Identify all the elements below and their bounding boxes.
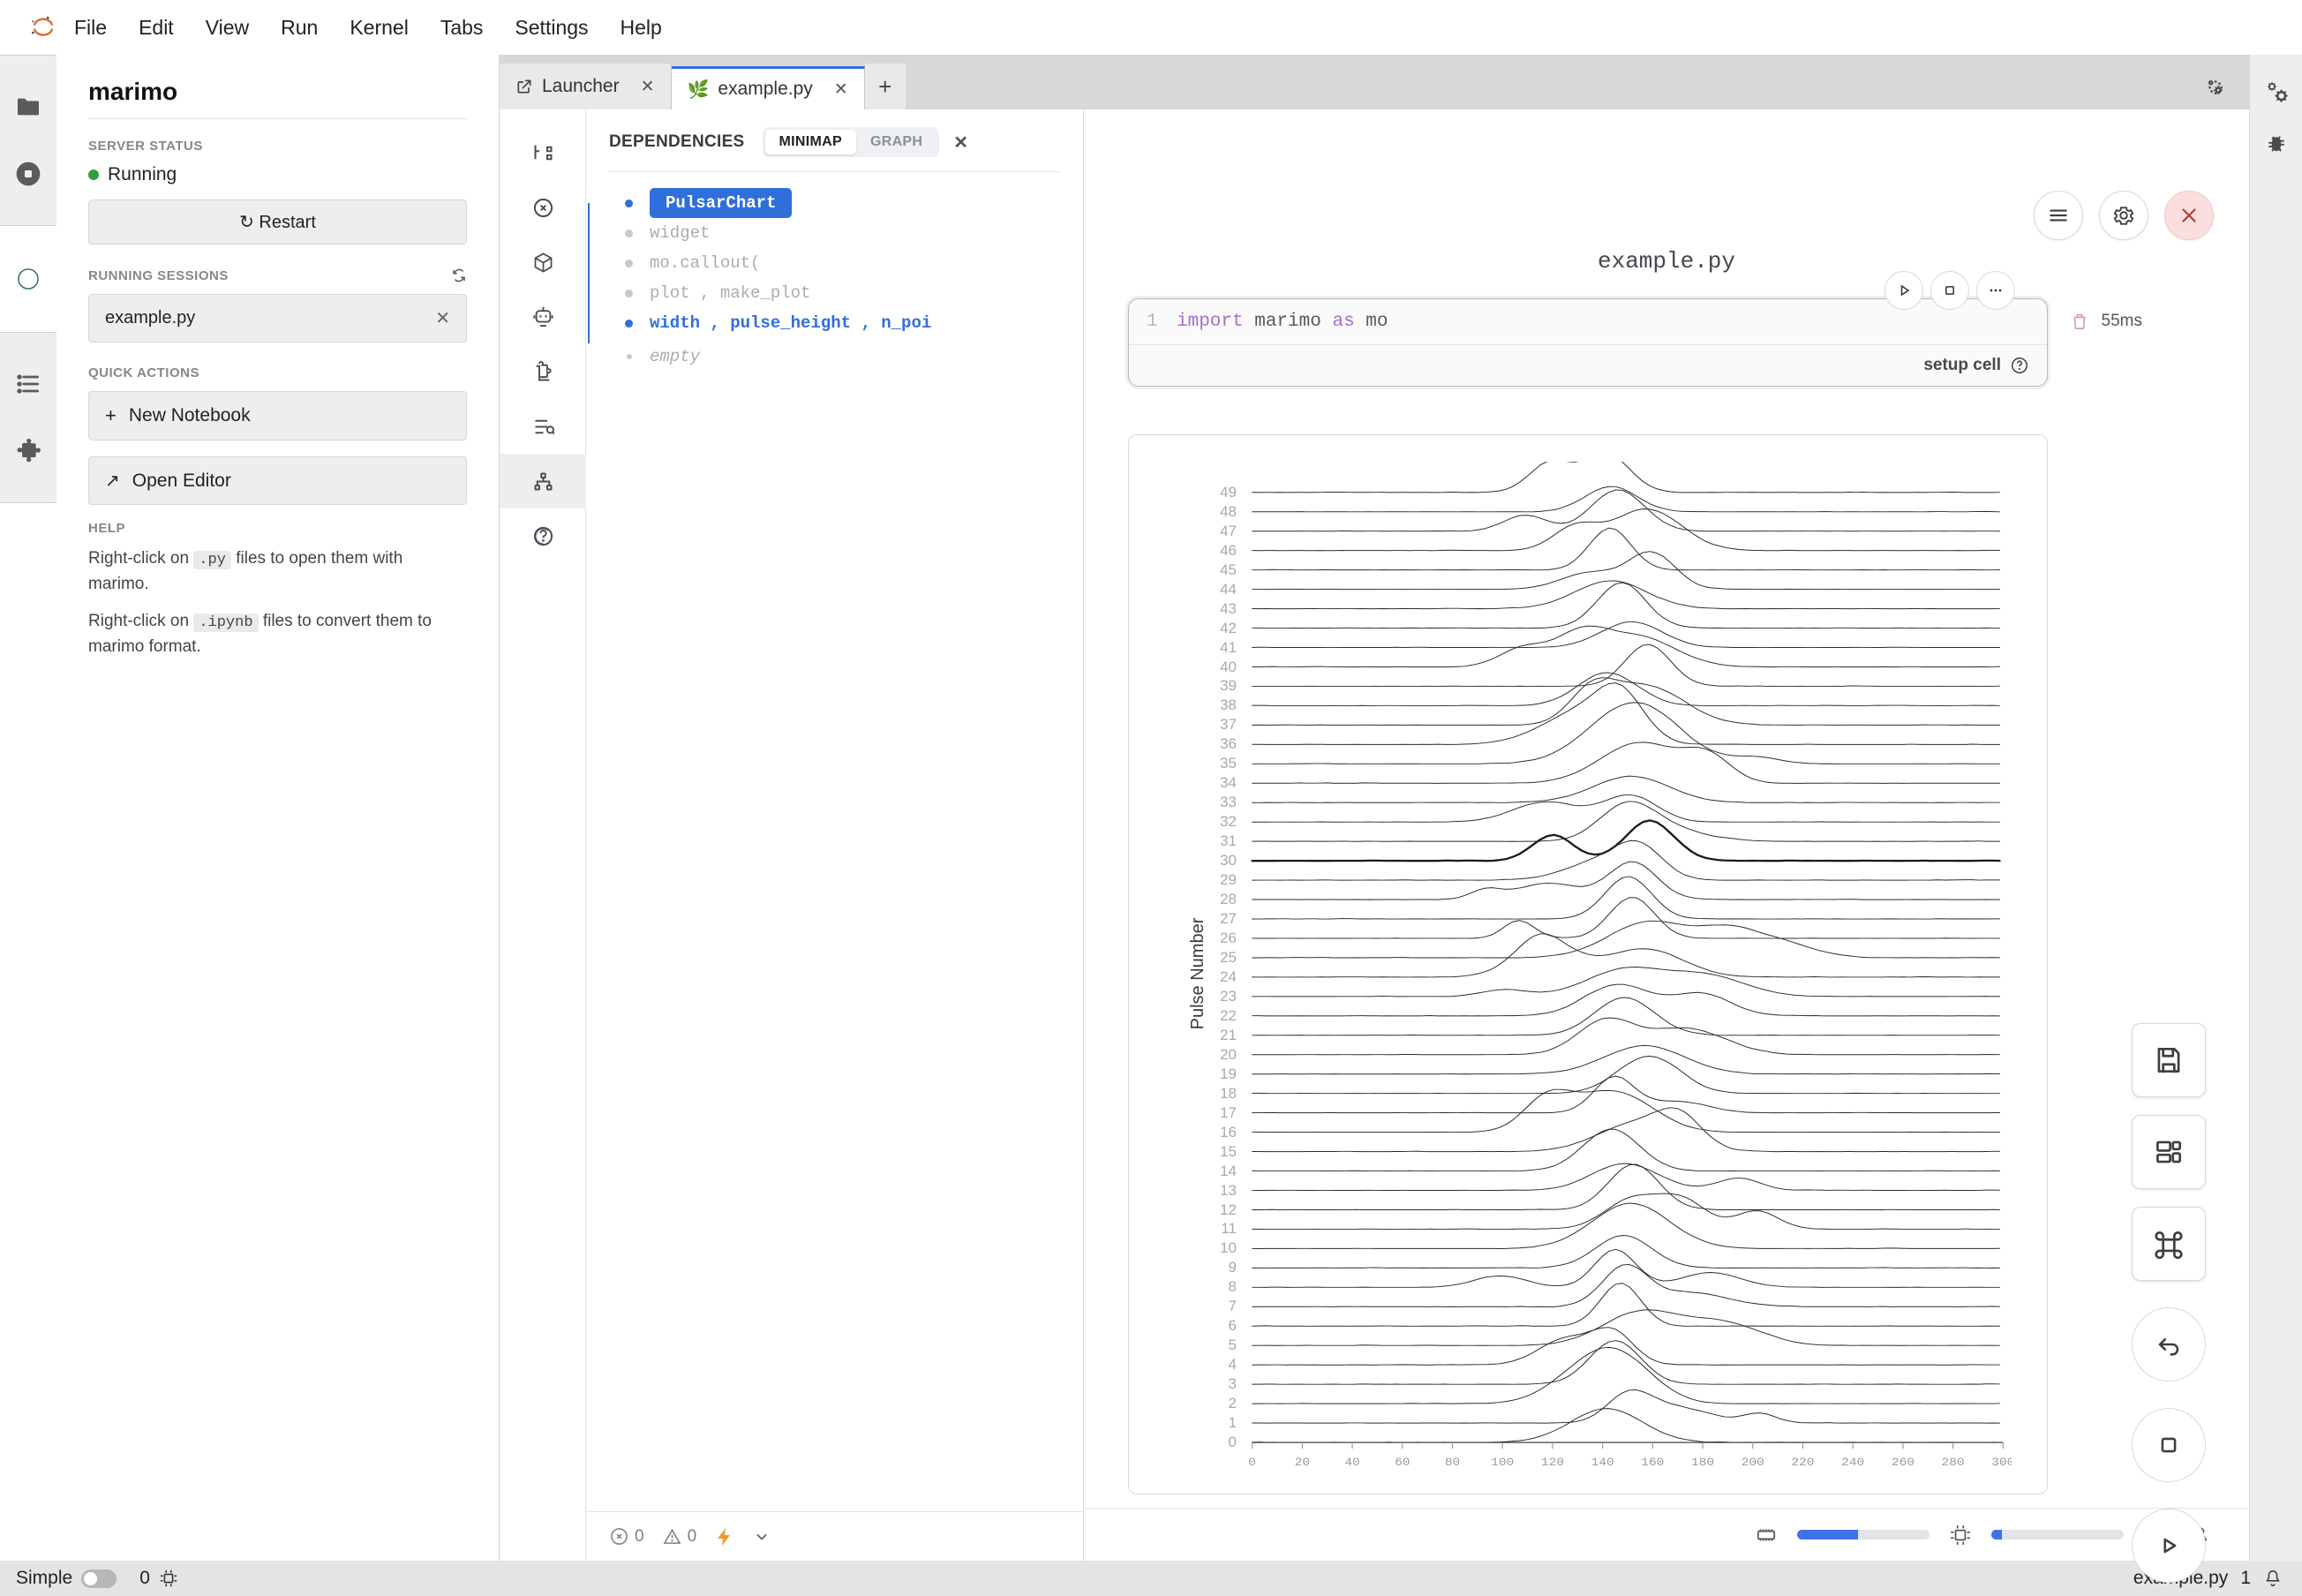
svg-text:260: 260 [1892, 1457, 1915, 1470]
svg-text:140: 140 [1591, 1457, 1614, 1470]
svg-text:20: 20 [1295, 1457, 1310, 1470]
svg-text:0: 0 [1248, 1457, 1256, 1470]
svg-text:240: 240 [1841, 1457, 1864, 1470]
svg-text:220: 220 [1791, 1457, 1814, 1470]
svg-text:280: 280 [1942, 1457, 1965, 1470]
svg-text:300: 300 [1991, 1457, 2012, 1470]
svg-text:180: 180 [1691, 1457, 1714, 1470]
svg-text:120: 120 [1541, 1457, 1564, 1470]
svg-text:60: 60 [1395, 1457, 1410, 1470]
svg-text:40: 40 [1344, 1457, 1359, 1470]
svg-text:100: 100 [1491, 1457, 1514, 1470]
svg-text:80: 80 [1445, 1457, 1460, 1470]
svg-text:160: 160 [1641, 1457, 1664, 1470]
svg-text:200: 200 [1742, 1457, 1764, 1470]
